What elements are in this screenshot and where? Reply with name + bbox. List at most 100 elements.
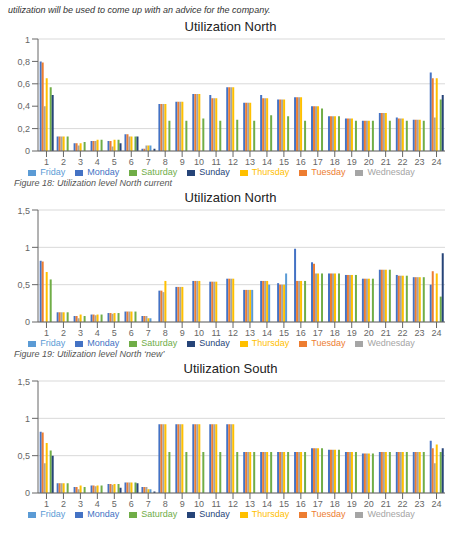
svg-text:6: 6 [129,499,134,509]
svg-text:11: 11 [211,157,220,167]
svg-text:0,2: 0,2 [17,124,30,134]
svg-text:19: 19 [347,499,357,509]
svg-text:12: 12 [228,328,238,338]
html-text:Monday: Monday [87,338,120,348]
svg-text:0,4: 0,4 [17,101,30,111]
svg-text:12: 12 [228,499,238,509]
svg-text:1,5: 1,5 [17,206,30,216]
html-text:Utilization North: Utilization North [184,190,277,205]
svg-text:0: 0 [25,317,30,327]
html-text:Friday: Friday [40,338,66,348]
html-text:Utilization North: Utilization North [184,19,277,34]
svg-text:19: 19 [347,157,357,167]
svg-text:3: 3 [78,499,83,509]
svg-text:22: 22 [398,328,408,338]
svg-text:1: 1 [25,414,30,424]
svg-text:0,6: 0,6 [17,79,30,89]
svg-text:14: 14 [262,499,272,509]
svg-text:18: 18 [330,157,340,167]
html-text:Wednesday: Wednesday [367,167,415,177]
html-text:Utilization South: Utilization South [183,361,278,376]
svg-text:1: 1 [25,35,30,45]
svg-text:10: 10 [194,328,204,338]
svg-text:17: 17 [313,499,323,509]
svg-text:9: 9 [180,328,185,338]
svg-text:0,8: 0,8 [17,57,30,67]
svg-text:19: 19 [347,328,357,338]
svg-text:1: 1 [44,328,49,338]
svg-text:4: 4 [95,157,100,167]
svg-text:14: 14 [262,328,272,338]
svg-text:1,5: 1,5 [17,377,30,387]
svg-text:24: 24 [432,157,442,167]
svg-text:1: 1 [44,157,49,167]
svg-text:9: 9 [180,499,185,509]
svg-text:1: 1 [44,499,49,509]
html-text:Tuesday: Tuesday [311,167,346,177]
svg-text:10: 10 [194,499,204,509]
svg-text:8: 8 [163,499,168,509]
svg-text:0: 0 [25,488,30,498]
svg-text:23: 23 [415,157,425,167]
svg-text:13: 13 [245,328,255,338]
svg-text:20: 20 [364,328,374,338]
svg-text:0: 0 [25,146,30,156]
svg-text:8: 8 [163,328,168,338]
svg-text:8: 8 [163,157,168,167]
svg-text:13: 13 [245,157,255,167]
svg-text:24: 24 [432,499,442,509]
html-text:Friday: Friday [40,167,66,177]
svg-text:22: 22 [398,499,408,509]
html-text:Sunday: Sunday [199,167,230,177]
svg-text:7: 7 [146,157,151,167]
svg-text:6: 6 [129,157,134,167]
svg-text:16: 16 [296,157,306,167]
html-text:Monday: Monday [87,167,120,177]
svg-text:18: 18 [330,328,340,338]
svg-text:6: 6 [129,328,134,338]
svg-text:21: 21 [381,499,391,509]
svg-text:17: 17 [313,328,323,338]
svg-text:17: 17 [313,157,323,167]
svg-text:5: 5 [112,499,117,509]
svg-text:2: 2 [61,499,66,509]
svg-text:20: 20 [364,157,374,167]
svg-text:23: 23 [415,328,425,338]
svg-text:3: 3 [78,328,83,338]
svg-text:7: 7 [146,499,151,509]
svg-text:22: 22 [398,157,408,167]
svg-text:21: 21 [381,157,391,167]
svg-text:11: 11 [211,499,220,509]
svg-text:4: 4 [95,328,100,338]
svg-text:15: 15 [279,328,289,338]
html-text:Figure 18: Utilization level N: Figure 18: Utilization level North curre… [14,178,173,188]
svg-text:15: 15 [279,157,289,167]
svg-text:2: 2 [61,328,66,338]
svg-text:18: 18 [330,499,340,509]
svg-text:5: 5 [112,157,117,167]
svg-text:10: 10 [194,157,204,167]
svg-text:13: 13 [245,499,255,509]
svg-text:2: 2 [61,157,66,167]
svg-text:7: 7 [146,328,151,338]
svg-text:14: 14 [262,157,272,167]
svg-text:16: 16 [296,499,306,509]
html-text:utilization will be used to co: utilization will be used to come up with… [8,5,271,15]
svg-text:9: 9 [180,157,185,167]
svg-text:20: 20 [364,499,374,509]
html-text:Thursday: Thursday [251,167,290,177]
svg-text:1: 1 [25,243,30,253]
svg-text:5: 5 [112,328,117,338]
svg-text:3: 3 [78,157,83,167]
svg-text:24: 24 [432,328,442,338]
svg-text:11: 11 [211,328,220,338]
svg-text:4: 4 [95,499,100,509]
html-text:Saturday: Saturday [141,167,178,177]
svg-text:21: 21 [381,328,391,338]
svg-text:0,5: 0,5 [17,280,30,290]
svg-text:16: 16 [296,328,306,338]
svg-text:12: 12 [228,157,238,167]
svg-text:0,5: 0,5 [17,451,30,461]
svg-text:15: 15 [279,499,289,509]
svg-text:23: 23 [415,499,425,509]
